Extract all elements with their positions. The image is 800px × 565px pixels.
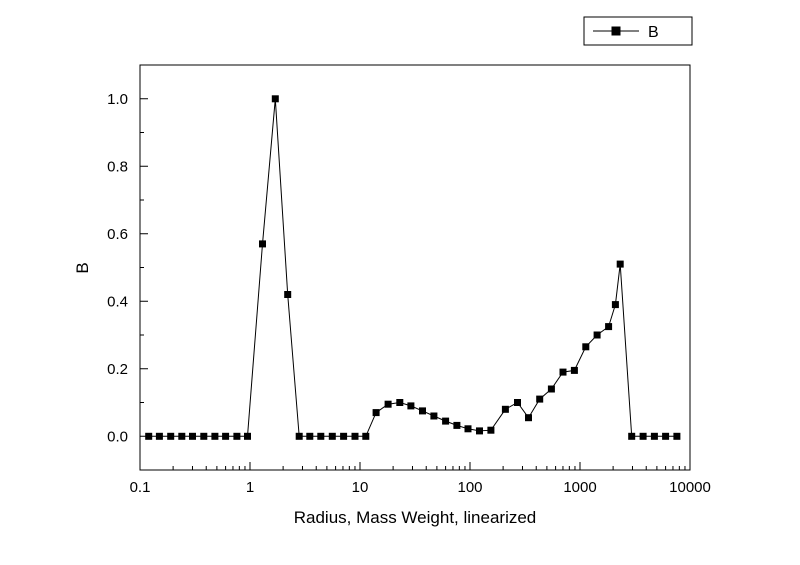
data-point-marker <box>295 432 303 440</box>
legend: B <box>583 16 693 46</box>
y-tick-label: 0.0 <box>107 428 128 445</box>
data-point-marker <box>673 432 681 440</box>
x-tick-label: 100 <box>457 479 482 496</box>
data-point-marker <box>547 385 555 393</box>
data-point-marker <box>384 400 392 408</box>
y-tick-label: 1.0 <box>107 91 128 108</box>
data-point-marker <box>317 432 325 440</box>
data-point-marker <box>525 414 532 422</box>
data-point-marker <box>244 432 251 440</box>
y-tick-label: 0.4 <box>107 293 128 310</box>
data-point-marker <box>178 432 186 440</box>
series-line <box>148 98 677 437</box>
data-point-marker <box>211 432 219 440</box>
x-tick-label: 1000 <box>563 479 596 496</box>
data-point-marker <box>233 432 241 440</box>
data-point-marker <box>396 399 404 406</box>
data-point-marker <box>650 432 658 440</box>
data-point-marker <box>271 95 279 103</box>
data-point-marker <box>407 402 415 410</box>
data-point-marker <box>514 399 521 406</box>
x-tick-label: 10000 <box>669 479 711 496</box>
data-point-marker <box>639 432 647 440</box>
x-tick-label: 1 <box>246 479 254 496</box>
data-point-marker <box>155 432 163 440</box>
legend-label: B <box>648 24 659 41</box>
data-point-marker <box>662 432 670 440</box>
data-point-marker <box>605 323 613 331</box>
data-point-marker <box>145 432 153 440</box>
data-point-marker <box>189 432 196 440</box>
data-point-marker <box>200 432 208 440</box>
plot-frame <box>139 64 691 471</box>
y-tick-label: 0.6 <box>107 226 128 243</box>
data-point-marker <box>501 405 509 413</box>
legend-marker <box>611 26 621 36</box>
y-tick-label: 0.8 <box>107 158 128 175</box>
data-point-marker <box>362 432 370 440</box>
data-point-marker <box>616 260 624 268</box>
data-point-marker <box>306 432 314 440</box>
data-point-marker <box>464 425 472 433</box>
data-point-marker <box>167 432 175 440</box>
data-point-marker <box>442 417 450 425</box>
data-point-marker <box>628 432 636 440</box>
data-point-marker <box>372 409 380 417</box>
data-point-marker <box>453 421 461 429</box>
data-point-marker <box>582 343 590 351</box>
data-point-marker <box>487 426 495 434</box>
data-point-marker <box>340 432 348 440</box>
data-point-marker <box>222 432 230 440</box>
data-point-marker <box>351 432 359 440</box>
data-point-marker <box>430 412 438 420</box>
data-point-marker <box>328 432 336 440</box>
x-tick-label: 10 <box>352 479 369 496</box>
x-axis-title: Radius, Mass Weight, linearized <box>294 508 537 527</box>
data-point-marker <box>284 291 292 298</box>
data-point-marker <box>559 368 567 376</box>
x-tick-label: 0.1 <box>130 479 151 496</box>
y-axis-title: B <box>73 262 92 273</box>
data-point-marker <box>536 395 544 403</box>
data-point-marker <box>419 407 426 415</box>
data-point-marker <box>570 366 578 374</box>
data-point-marker <box>259 240 266 248</box>
plot-area: 0.1 1 10 100 1000 10000 0.0 0.2 0.4 0.6 0.8 1.0 <box>107 64 711 496</box>
data-point-marker <box>593 331 601 339</box>
data-point-marker <box>611 301 619 309</box>
data-point-marker <box>476 427 483 435</box>
y-tick-label: 0.2 <box>107 361 128 378</box>
